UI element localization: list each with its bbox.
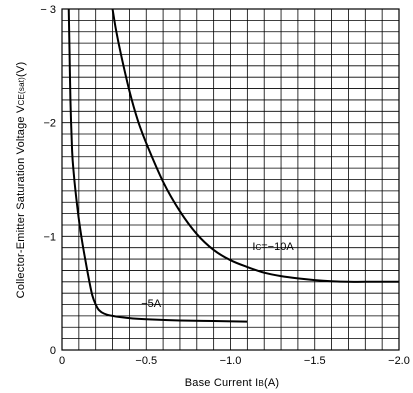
y-axis-title: Collector-Emitter Saturation Voltage VCE… (15, 62, 27, 299)
x-tick-label: −1.5 (304, 355, 326, 367)
series-label-1: IC=−10A (252, 241, 294, 253)
series-line-0 (67, 8, 248, 323)
series-label-0: −5A (141, 298, 162, 310)
y-tick-label: 0 (50, 345, 56, 357)
x-axis-title: Base Current IB(A) (185, 377, 280, 389)
curves (67, 8, 399, 323)
y-tick-label: −2 (43, 118, 56, 130)
curve-labels: −5A IC=−10A (141, 241, 294, 310)
y-tick-label: −1 (43, 231, 56, 243)
x-tick-label: −1.0 (220, 355, 242, 367)
y-tick-label: − 3 (40, 4, 56, 16)
plot-frame (61, 8, 400, 351)
y-tick-labels: 0 −1 −2 − 3 (40, 4, 56, 357)
x-tick-label: −2.0 (388, 355, 410, 367)
grid (62, 9, 399, 350)
x-tick-labels: 0 −0.5 −1.0 −1.5 −2.0 (59, 355, 410, 367)
x-tick-label: 0 (59, 355, 65, 367)
x-tick-label: −0.5 (135, 355, 157, 367)
series-line-1 (111, 8, 399, 283)
